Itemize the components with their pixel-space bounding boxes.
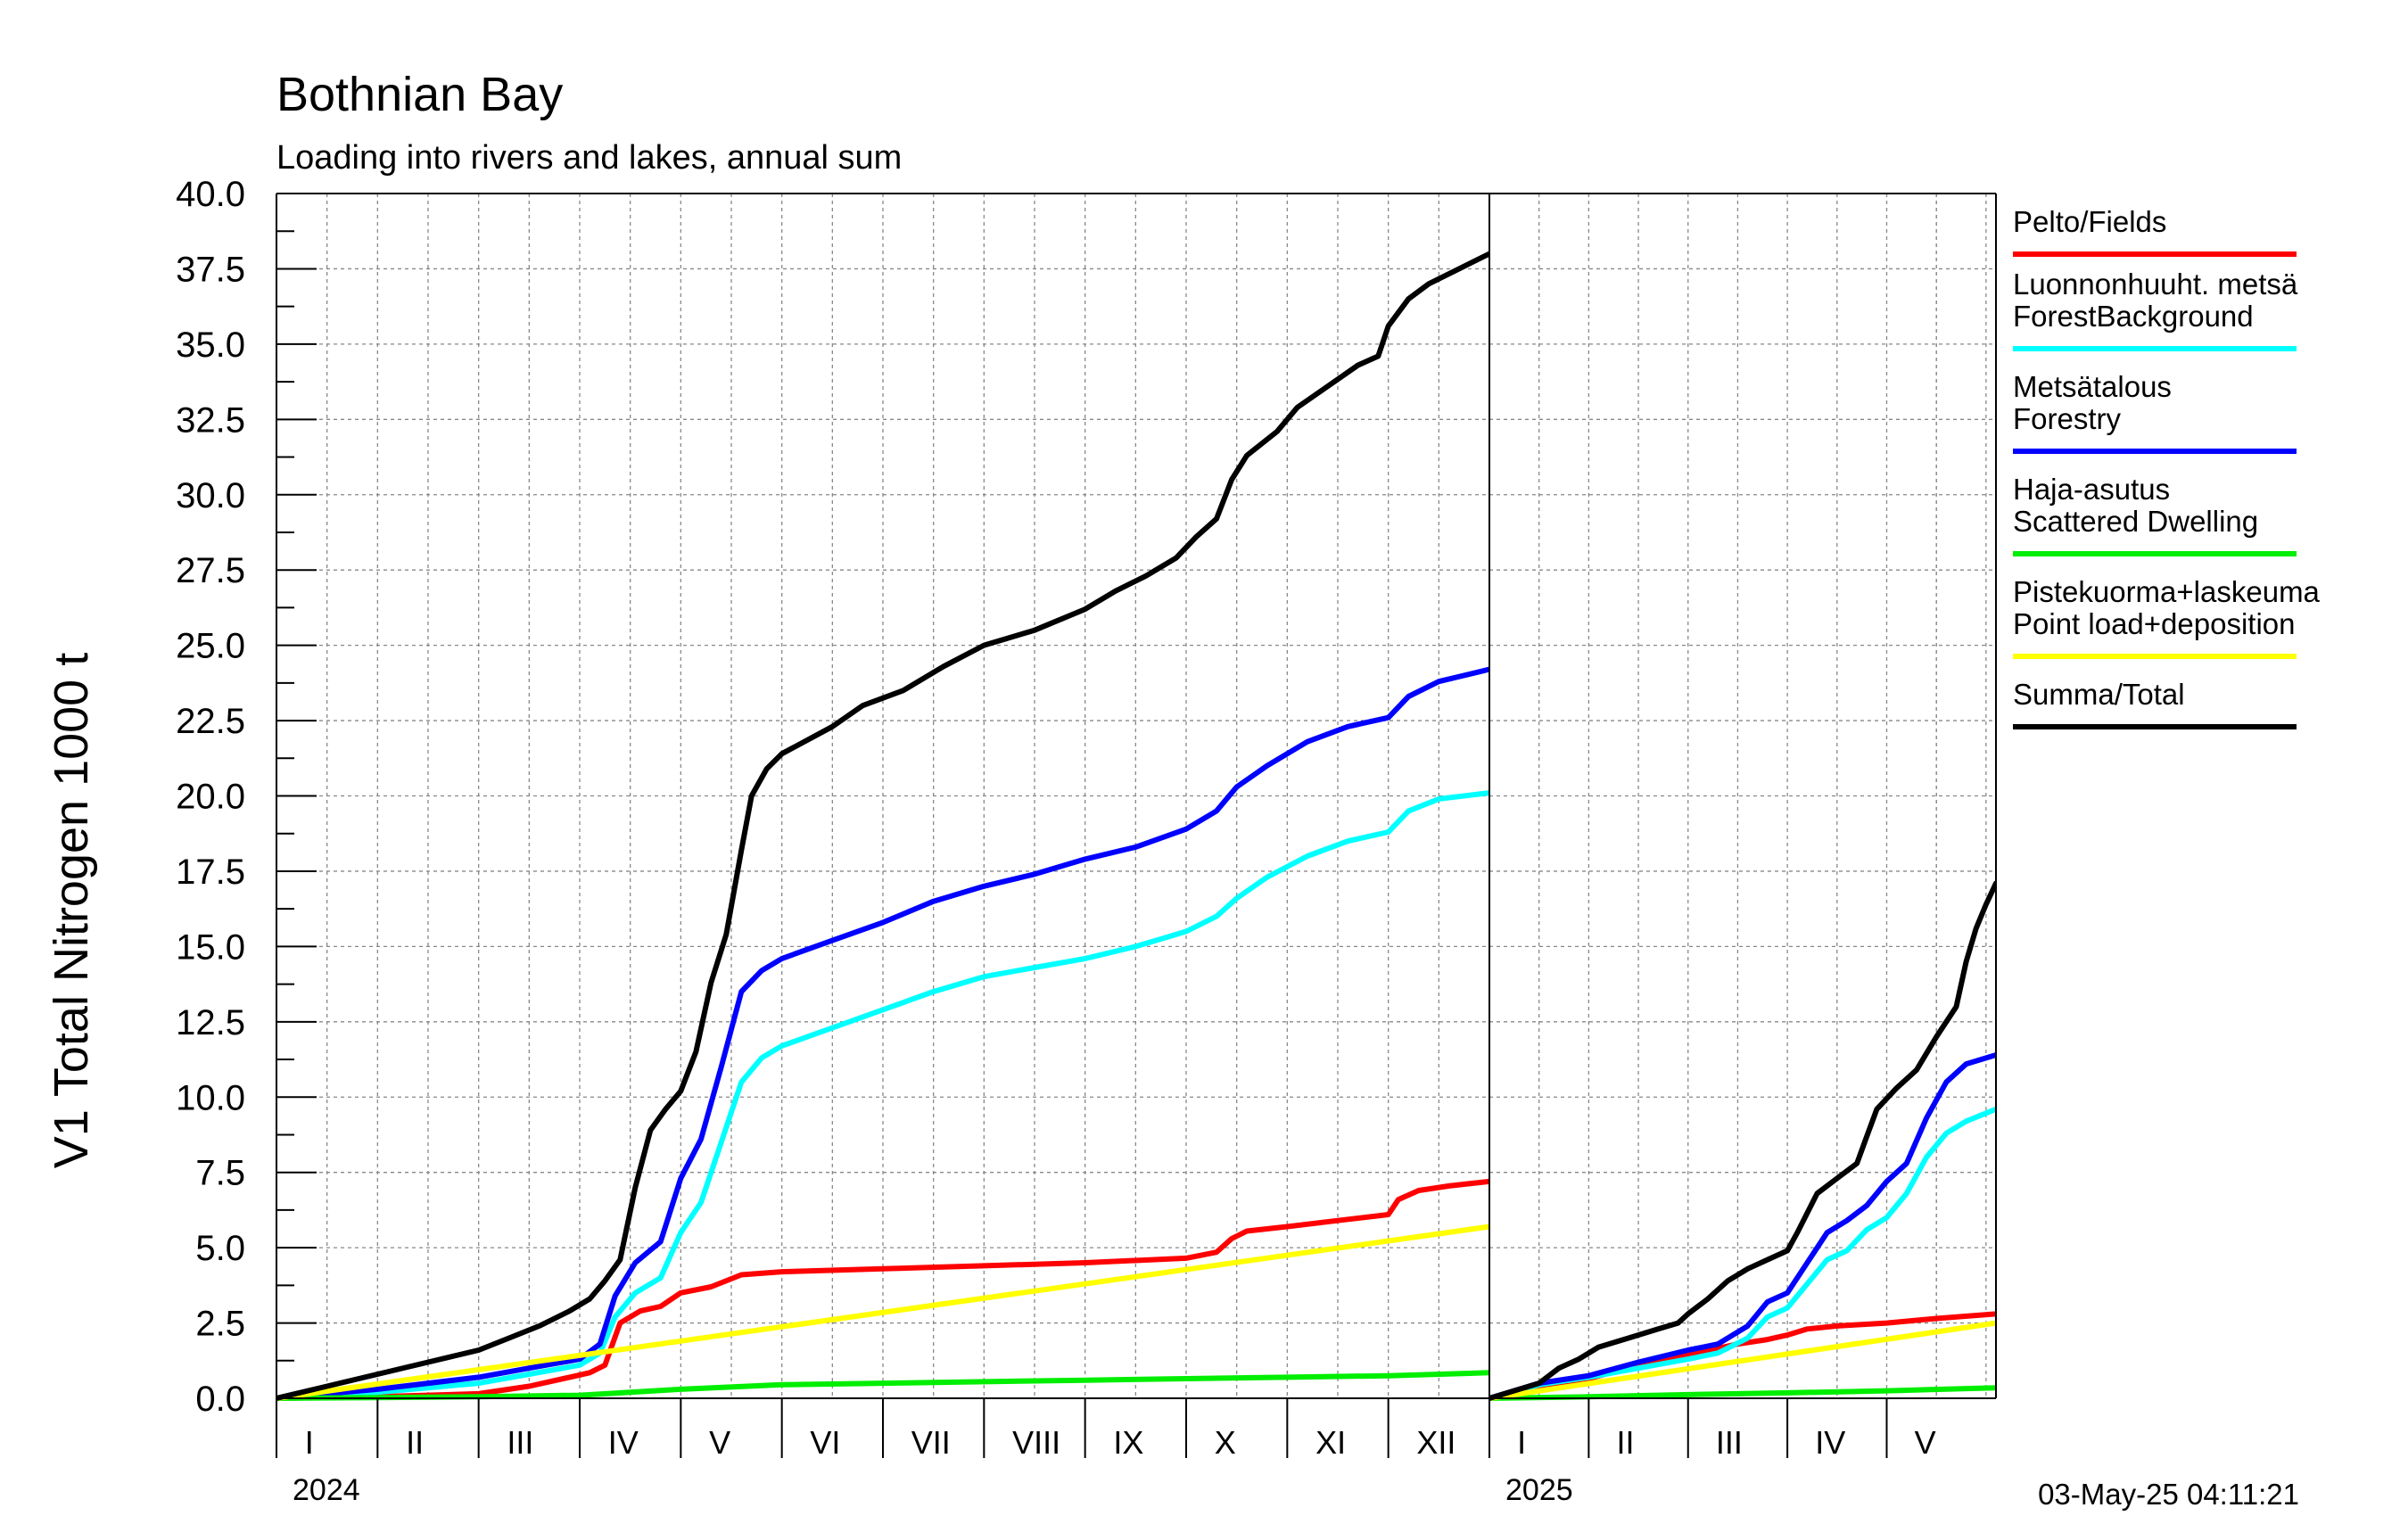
y-tick-label: 35.0 [176,325,245,365]
y-tick-label: 27.5 [176,551,245,590]
panel-2025-series [1489,880,1996,1401]
y-tick-label: 20.0 [176,778,245,817]
y-tick-label: 40.0 [176,175,245,214]
x-month-label: I [1517,1424,1526,1461]
series-luonnonhuuht-mets-forestbackground-line [1489,1106,1996,1401]
series-haja-asutus-scattered-dwelling-line [1489,1385,1996,1401]
grid [276,193,1996,1398]
series-mets-talous-forestry-line [276,666,1489,1401]
series-mets-talous-forestry-line [1489,1052,1996,1401]
x-month-label: IX [1113,1424,1143,1461]
y-tick-label: 0.0 [195,1380,245,1419]
legend-label: Point load+deposition [2013,607,2296,640]
x-year-label: 2024 [293,1473,360,1507]
series-haja-asutus-scattered-dwelling-line [276,1370,1489,1401]
x-month-label: V [709,1424,730,1461]
y-tick-label: 37.5 [176,250,245,289]
x-month-label: XI [1315,1424,1346,1461]
x-month-label: V [1915,1424,1936,1461]
y-tick-label: 32.5 [176,400,245,440]
x-month-label: IV [608,1424,639,1461]
x-month-label: II [406,1424,424,1461]
x-month-label: III [1716,1424,1743,1461]
x-month-label: II [1617,1424,1635,1461]
x-month-label: X [1215,1424,1236,1461]
panel-2024-series [276,251,1489,1401]
y-tick-label: 7.5 [195,1154,245,1193]
legend-label: Summa/Total [2013,678,2185,711]
x-month-label: IV [1815,1424,1845,1461]
series-pistekuorma-laskeuma-point-load-deposition-line [1489,1320,1996,1401]
y-tick-label: 17.5 [176,853,245,892]
x-month-label: VIII [1012,1424,1060,1461]
series-summa-line [1489,880,1996,1401]
y-tick-label: 25.0 [176,627,245,666]
y-axis-label: V1 Total Nitrogen 1000 t [45,653,98,1168]
legend-label: Pelto/Fields [2013,205,2166,238]
x-year-label: 2025 [1505,1473,1573,1507]
legend-label: Forestry [2013,402,2122,435]
chart-title: Bothnian Bay [276,68,563,121]
legend-label: Haja-asutus [2013,473,2170,506]
x-month-label: XII [1416,1424,1456,1461]
y-tick-label: 30.0 [176,476,245,515]
y-tick-label: 12.5 [176,1003,245,1042]
legend-label: Scattered Dwelling [2013,505,2258,538]
x-month-label: VII [911,1424,951,1461]
x-month-label: I [305,1424,314,1461]
y-tick-label: 2.5 [195,1305,245,1344]
chart-subtitle: Loading into rivers and lakes, annual su… [276,139,902,177]
legend-label: ForestBackground [2013,300,2254,333]
series-pelto-line [276,1178,1489,1401]
series-pistekuorma-laskeuma-point-load-deposition-line [276,1224,1489,1401]
legend-label: Luonnonhuuht. metsä [2013,268,2298,301]
x-month-label: III [507,1424,533,1461]
series-summa-line [276,251,1489,1401]
x-month-label: VI [810,1424,840,1461]
legend: Pelto/Fields Luonnonhuuht. metsäForestBac… [2013,205,2321,729]
axes: 0.0 2.5 5.0 7.5 10.0 12.5 15.0 17.5 20.0 22.5 25.0… [176,175,1997,1507]
timestamp: 03-May-25 04:11:21 [2038,1478,2299,1511]
legend-label: Pistekuorma+laskeuma [2013,575,2321,608]
y-tick-label: 10.0 [176,1078,245,1117]
legend-label: Metsätalous [2013,370,2172,403]
y-tick-label: 5.0 [195,1229,245,1268]
plot-series [276,251,1996,1401]
y-tick-label: 22.5 [176,702,245,741]
series-luonnonhuuht-mets-forestbackground-line [276,790,1489,1401]
y-tick-label: 15.0 [176,927,245,967]
